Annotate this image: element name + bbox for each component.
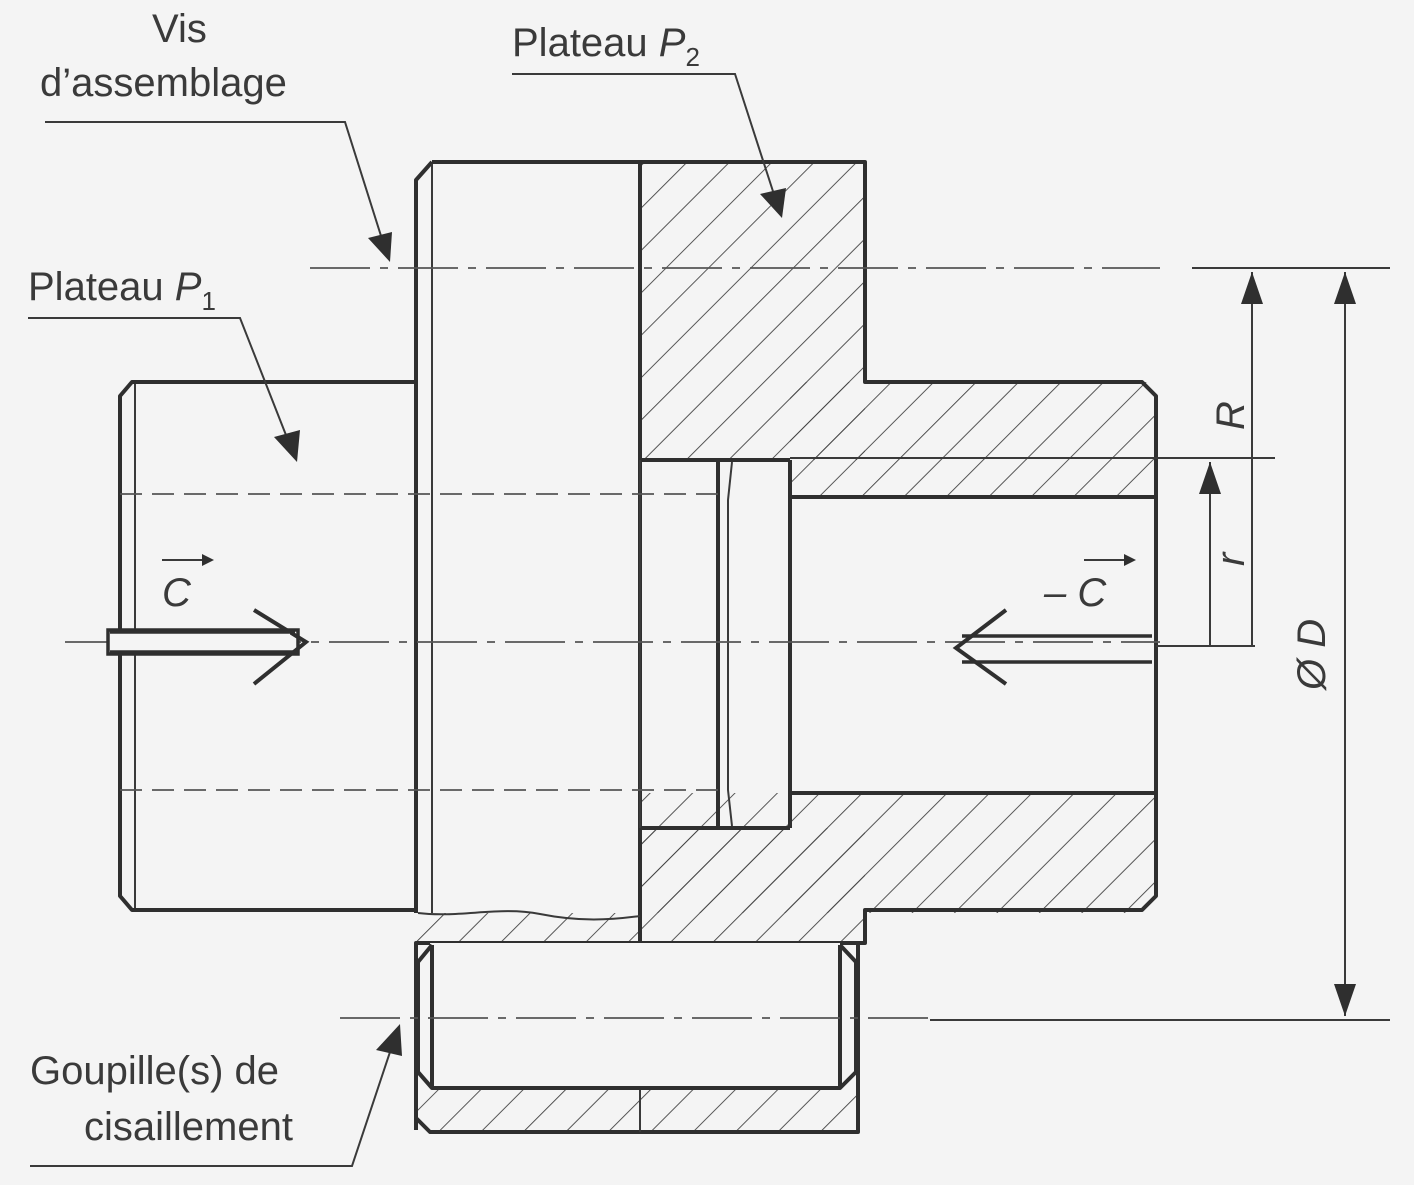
label-plateau-p1: Plateau P1 — [28, 265, 216, 316]
torque-arrow-in — [106, 608, 310, 686]
label-plateau-p2-text: Plateau — [512, 21, 659, 65]
shear-pin — [414, 941, 860, 1134]
label-plateau-p2: Plateau P2 — [512, 21, 700, 72]
plateau-p1-flange — [414, 160, 642, 943]
leader-goupille — [30, 1024, 402, 1167]
label-vis-line1: Vis — [152, 7, 207, 51]
label-plateau-p1-subscript: 1 — [201, 286, 215, 316]
torque-in-symbol: C — [162, 571, 192, 615]
leader-plateau-p1 — [28, 317, 300, 462]
label-vis-line2: d’assemblage — [40, 61, 287, 105]
torque-in-label: C — [162, 554, 214, 615]
dim-label-R: R — [1209, 401, 1253, 430]
torque-out-symbol: – C — [1043, 571, 1107, 615]
torque-out-letter: C — [1077, 571, 1107, 615]
label-plateau-p1-text: Plateau — [28, 265, 175, 309]
label-goupille-line1: Goupille(s) de — [30, 1049, 279, 1093]
dim-label-r: r — [1209, 551, 1253, 566]
leader-vis — [45, 121, 392, 262]
hidden-lines — [120, 493, 718, 791]
torque-out-sign: – — [1043, 571, 1077, 615]
torque-out-label: – C — [1043, 554, 1136, 615]
dim-label-D: Ø D — [1290, 619, 1334, 692]
leader-plateau-p2 — [512, 73, 786, 218]
torque-arrow-out — [952, 608, 1152, 686]
label-goupille-line2: cisaillement — [84, 1105, 293, 1149]
dimension-lines — [790, 267, 1390, 1021]
label-plateau-p2-subscript: 2 — [685, 42, 699, 72]
label-plateau-p2-symbol: P — [659, 21, 686, 65]
label-plateau-p1-symbol: P — [175, 265, 202, 309]
plateau-p2-section — [416, 162, 1155, 1132]
